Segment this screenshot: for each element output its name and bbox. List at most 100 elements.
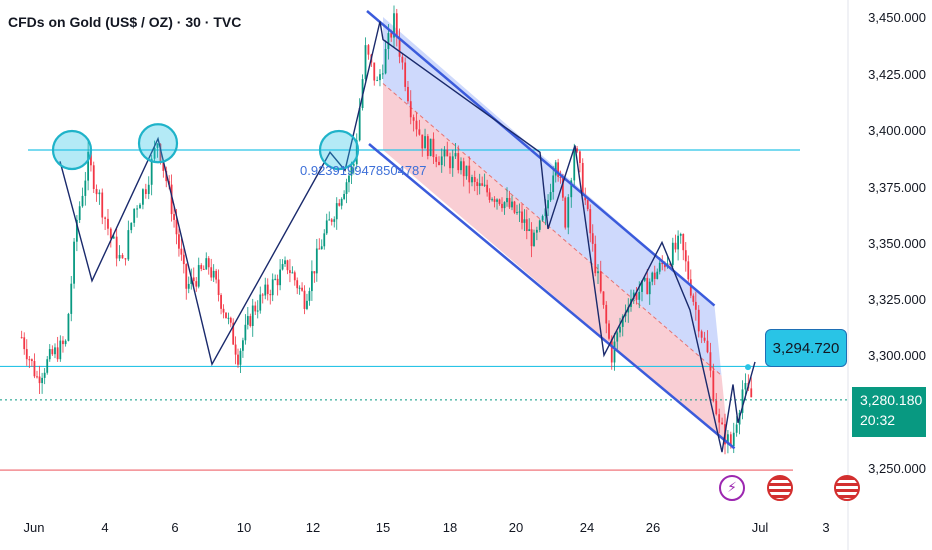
channel-lower-zone [383, 83, 729, 446]
target-price-tag[interactable]: 3,294.720 [765, 329, 847, 367]
candle-body [589, 209, 592, 234]
candle-body [67, 313, 70, 341]
candle-body [643, 277, 646, 281]
candle-body [159, 143, 162, 163]
candle-body [538, 220, 541, 230]
candle-body [124, 258, 127, 260]
candle-body [367, 45, 370, 55]
candle-body [429, 138, 432, 157]
current-price-tag: 3,280.180 20:32 [852, 387, 926, 437]
candle-body [669, 263, 672, 265]
candle-body [750, 388, 753, 398]
candle-body [202, 268, 205, 270]
candle-body [435, 157, 438, 162]
candle-body [308, 291, 311, 301]
lightning-icon[interactable]: ⚡ [719, 475, 745, 501]
candle-body [700, 331, 703, 338]
candle-body [338, 203, 341, 206]
candle-body [523, 219, 526, 223]
candle-body [729, 434, 732, 447]
candle-body [289, 270, 291, 273]
candle-body [350, 165, 353, 176]
channel-upper-zone [383, 17, 722, 376]
price-tick: 3,400.000 [868, 123, 926, 138]
candle-body [269, 294, 272, 296]
candle-body [727, 434, 729, 445]
candle-body [573, 148, 576, 181]
us-flag-icon[interactable] [767, 475, 793, 501]
candle-body [200, 265, 203, 269]
candle-body [493, 199, 496, 202]
candle-body [303, 290, 306, 309]
candle-body [597, 271, 599, 274]
candle-body [56, 347, 59, 360]
candle-body [694, 301, 697, 310]
candle-body [418, 129, 421, 135]
candle-body [594, 243, 597, 274]
candle-body [488, 192, 491, 200]
candle-body [438, 161, 440, 166]
candle-body [398, 37, 401, 57]
date-tick: 12 [305, 520, 321, 535]
candle-body [162, 162, 165, 171]
bar-countdown: 20:32 [860, 412, 896, 428]
candle-body [81, 195, 84, 207]
candle-body [182, 254, 185, 265]
candle-body [498, 199, 501, 204]
candle-body [92, 165, 95, 189]
candle-body [59, 340, 62, 360]
candle-body [476, 181, 479, 186]
candle-body [306, 300, 308, 309]
candle-body [549, 192, 552, 201]
candle-body [150, 158, 153, 185]
price-tick: 3,300.000 [868, 348, 926, 363]
candle-body [404, 62, 407, 87]
candle-body [156, 143, 159, 148]
candle-body [508, 197, 511, 208]
candle-body [25, 349, 28, 360]
channel-midline [382, 83, 722, 376]
candle-body [23, 337, 26, 350]
candle-body [227, 317, 230, 319]
us-flag-icon[interactable] [834, 475, 860, 501]
candle-body [87, 151, 90, 181]
candle-body [591, 233, 594, 244]
candle-body [613, 341, 616, 363]
candle-body [62, 340, 64, 345]
candle-body [544, 208, 547, 217]
candle-body [735, 424, 738, 433]
candle-body [43, 372, 46, 378]
candle-body [180, 248, 183, 255]
candle-body [28, 359, 31, 361]
candle-body [518, 211, 521, 213]
candle-body [185, 264, 188, 289]
candle-body [674, 242, 677, 250]
candle-body [192, 277, 195, 282]
candle-body [215, 270, 218, 280]
candle-body [483, 184, 486, 186]
candle-body [256, 310, 259, 312]
candle-body [432, 138, 435, 158]
candle-body [207, 258, 210, 268]
target-point [745, 364, 751, 371]
candle-body [619, 326, 621, 333]
candle-body [478, 183, 481, 186]
candle-body [147, 184, 150, 195]
candle-body [48, 349, 51, 360]
candle-body [187, 283, 190, 289]
candle-body [244, 324, 247, 341]
candle-body [567, 197, 570, 228]
candle-body [264, 284, 267, 296]
candle-body [651, 272, 654, 282]
candle-body [333, 219, 336, 222]
candle-body [689, 279, 692, 296]
candle-body [73, 241, 75, 284]
candle-body [38, 376, 41, 384]
candle-body [581, 162, 584, 195]
candle-body [679, 234, 682, 236]
candle-body [291, 272, 294, 274]
date-tick: 4 [101, 520, 109, 535]
current-price-value: 3,280.180 [860, 392, 923, 408]
candle-body [33, 360, 36, 377]
